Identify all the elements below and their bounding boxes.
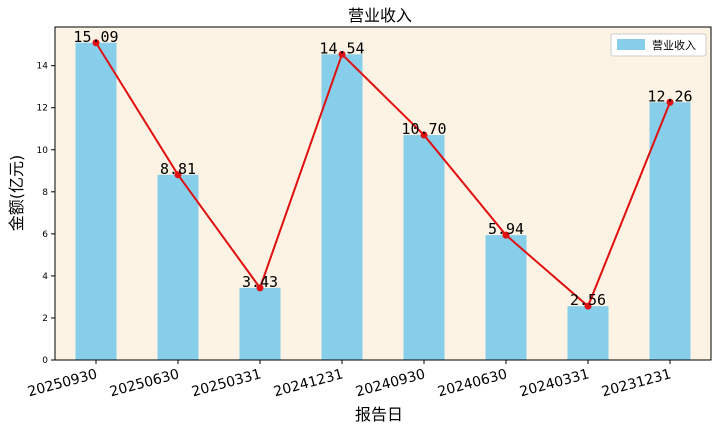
x-tick-label: 20240630 xyxy=(436,366,509,400)
y-tick-label: 14 xyxy=(37,62,49,72)
x-axis: 20250930 20250630 20250331 20241231 20240930… xyxy=(26,360,673,400)
data-label-group: 15.09 8.81 3.43 14.54 10.70 5.94 2.56 12.26 xyxy=(73,28,692,309)
trend-line xyxy=(95,42,671,308)
bar-20231231 xyxy=(649,102,691,361)
y-axis: 0 2 4 6 8 10 12 14 xyxy=(37,62,55,366)
data-label-20240331: 2.56 xyxy=(570,291,606,309)
y-tick-label: 8 xyxy=(42,188,48,198)
x-tick-label: 20241231 xyxy=(272,366,345,400)
data-label-20250630: 8.81 xyxy=(160,160,196,178)
data-label-20240630: 5.94 xyxy=(488,220,524,238)
line-point-20240630 xyxy=(502,231,510,239)
bar-20240630 xyxy=(485,235,527,360)
line-group xyxy=(92,39,674,310)
legend-swatch xyxy=(617,39,645,50)
data-label-20241231: 14.54 xyxy=(319,39,364,57)
bar-20250331 xyxy=(239,287,281,360)
line-point-20250930 xyxy=(92,39,100,47)
x-tick-label: 20240331 xyxy=(518,366,591,400)
y-tick-label: 10 xyxy=(37,146,49,156)
x-axis-label: 报告日 xyxy=(355,405,403,424)
y-tick-label: 4 xyxy=(42,272,48,282)
x-tick-label: 20240930 xyxy=(354,366,427,400)
legend-label: 营业收入 xyxy=(652,38,696,52)
y-tick-label: 2 xyxy=(42,314,48,324)
line-point-20231231 xyxy=(666,98,674,106)
legend: 营业收入 xyxy=(610,33,707,57)
x-tick-label: 20250331 xyxy=(190,366,263,400)
plot-frame xyxy=(54,26,712,361)
y-axis-label: 金额(亿元) xyxy=(7,155,26,232)
x-tick-label: 20250930 xyxy=(26,366,99,400)
data-label-20250930: 15.09 xyxy=(73,28,118,46)
line-point-20241231 xyxy=(338,50,346,58)
bar-20250630 xyxy=(157,174,199,360)
bar-20250930 xyxy=(75,42,117,361)
bar-20240331 xyxy=(567,306,609,360)
plot-background xyxy=(55,27,711,360)
data-label-20240930: 10.70 xyxy=(401,120,446,138)
x-tick-label: 20250630 xyxy=(108,366,181,400)
y-tick-label: 12 xyxy=(37,104,48,114)
data-label-20250331: 3.43 xyxy=(242,273,278,291)
data-label-20231231: 12.26 xyxy=(647,87,692,105)
line-point-20250331 xyxy=(256,284,264,292)
chart-title: 营业收入 xyxy=(348,6,412,25)
bar-group xyxy=(75,42,691,361)
y-tick-label: 0 xyxy=(42,356,48,366)
bar-20241231 xyxy=(321,54,363,361)
bar-20240930 xyxy=(403,135,445,360)
line-point-20240331 xyxy=(584,302,592,310)
line-point-20250630 xyxy=(174,171,182,179)
line-point-20240930 xyxy=(420,131,428,139)
x-tick-label: 20231231 xyxy=(600,366,673,400)
y-tick-label: 6 xyxy=(42,230,48,240)
